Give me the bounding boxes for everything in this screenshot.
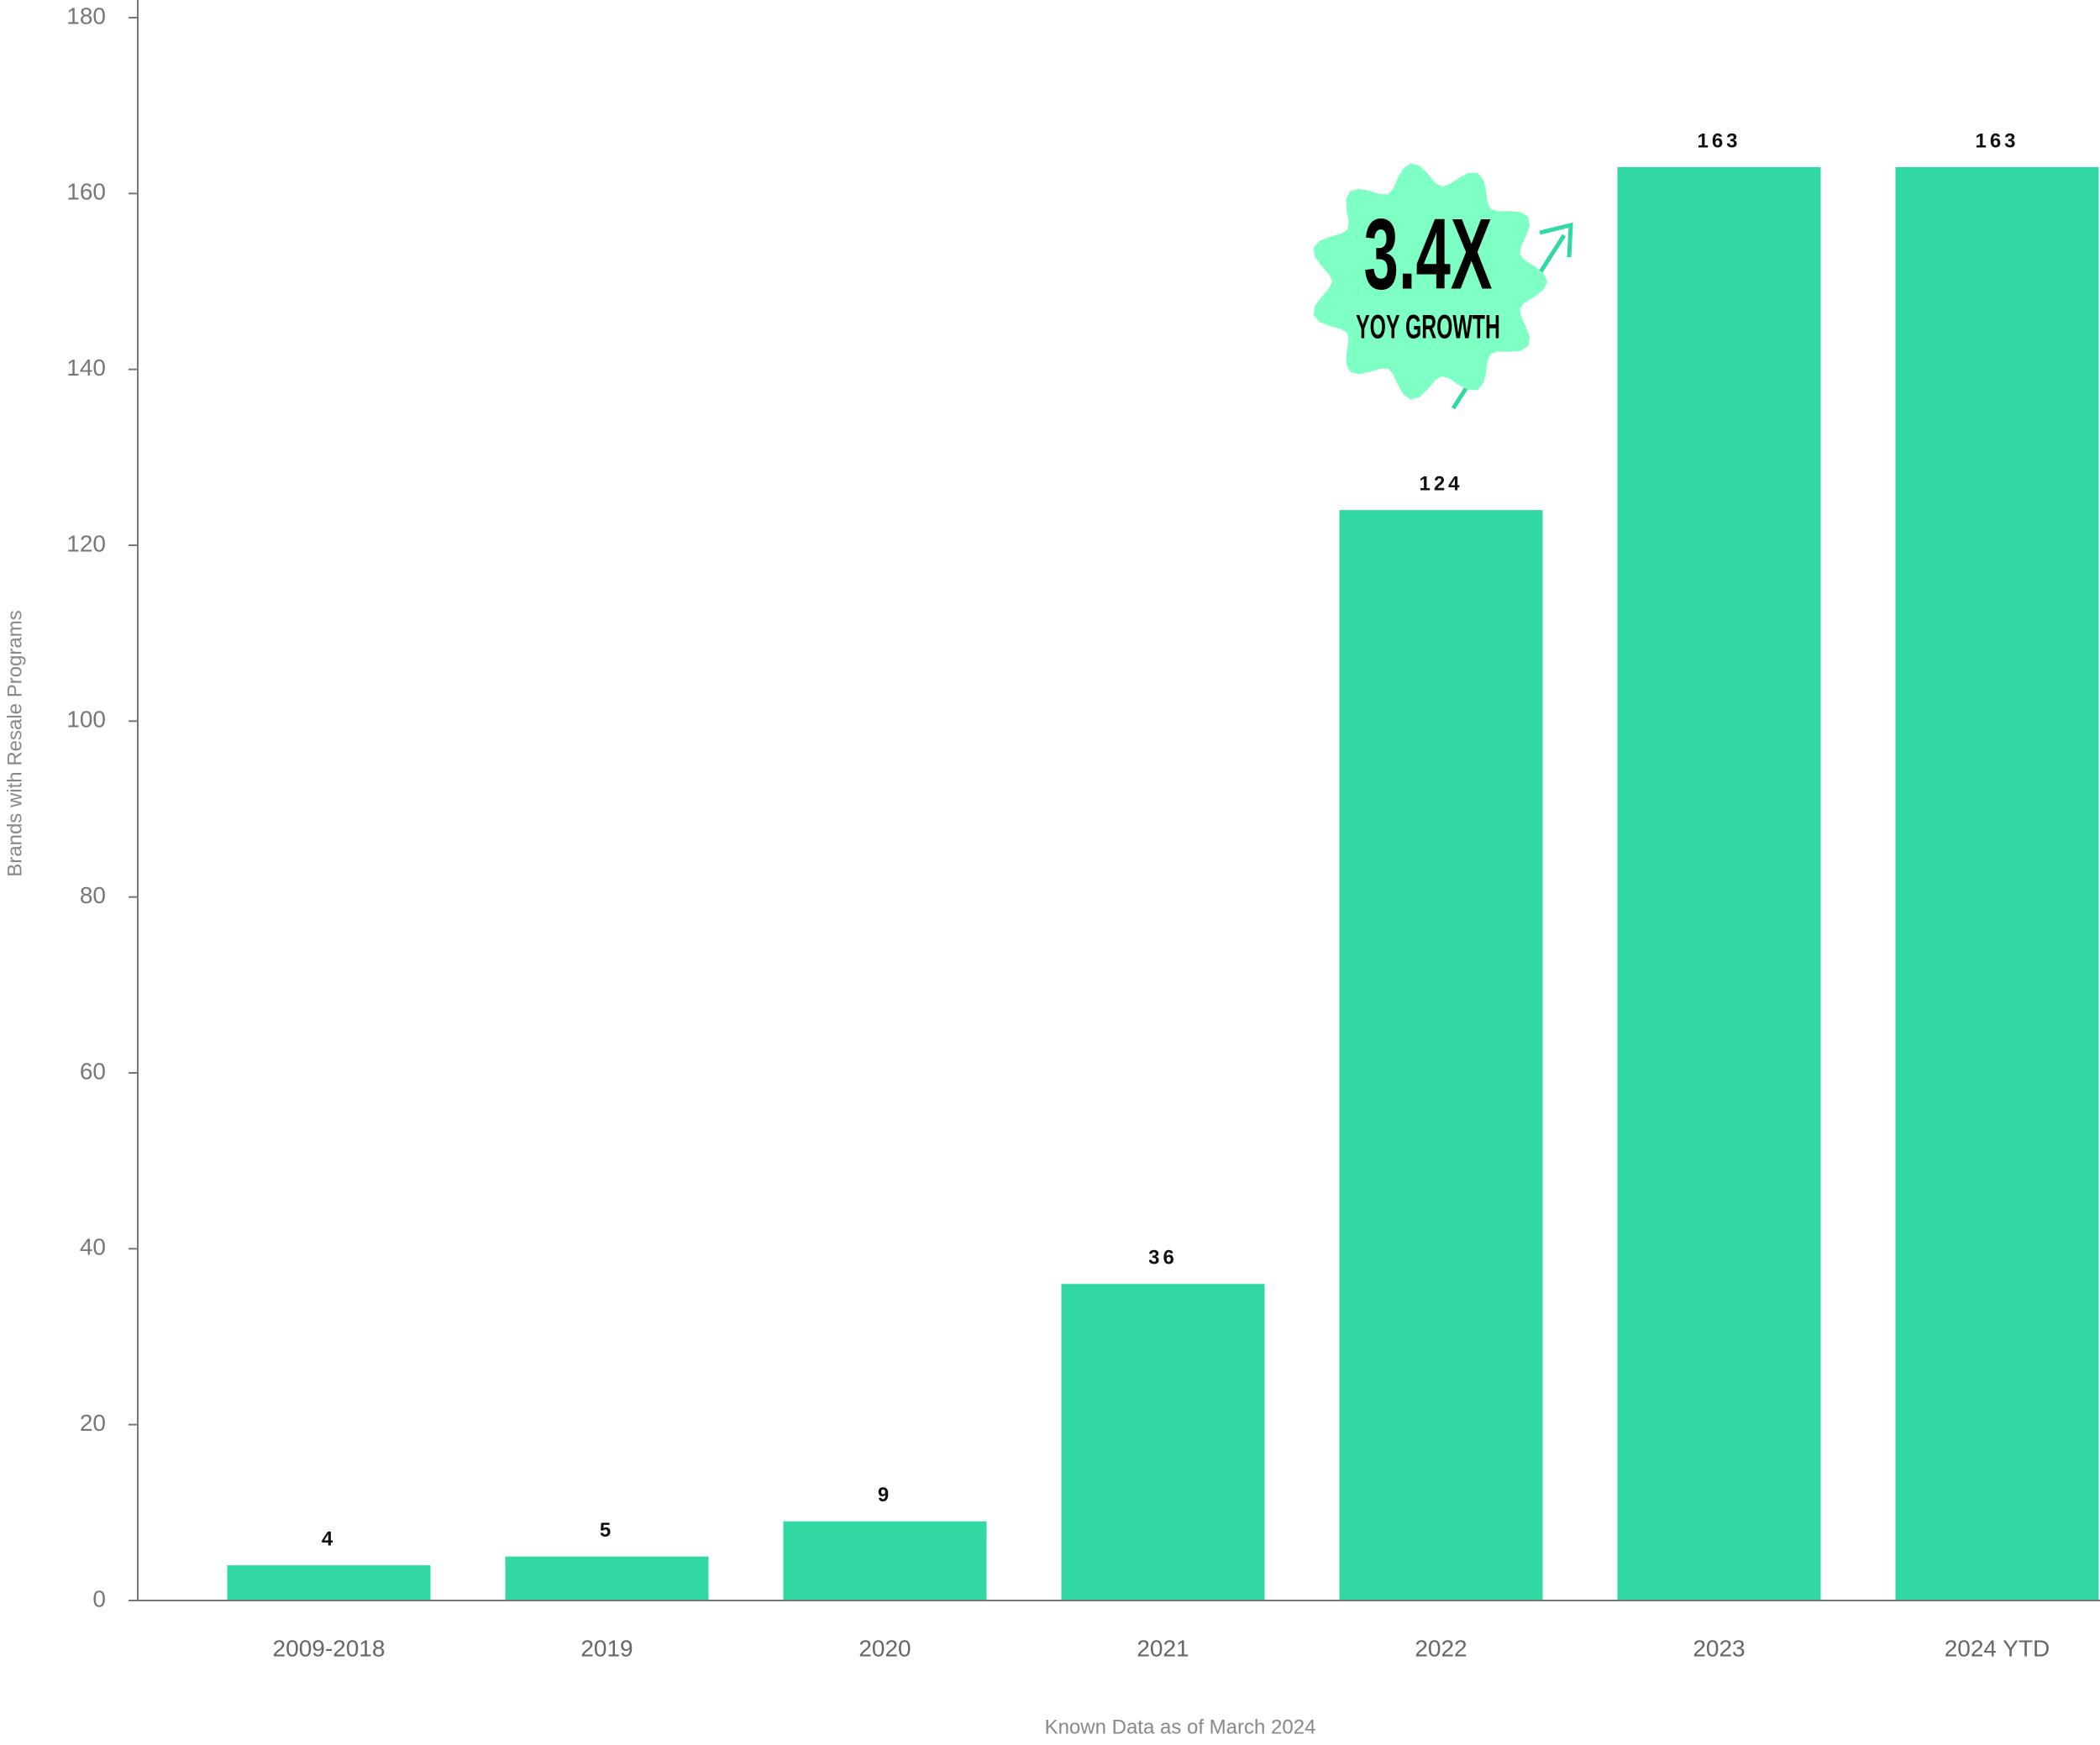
x-tick-label: 2019: [580, 1635, 633, 1661]
value-label: 124: [1419, 472, 1462, 495]
bar: [1061, 1284, 1265, 1600]
bar: [1339, 510, 1543, 1601]
y-tick-label: 140: [66, 355, 106, 381]
arrow-head: [1539, 222, 1573, 258]
y-tick-label: 160: [66, 179, 106, 205]
bar: [1617, 166, 1821, 1600]
y-tick-label: 180: [66, 3, 106, 29]
badge-text: YOY GROWTH: [1356, 309, 1500, 346]
y-tick-label: 80: [80, 882, 106, 908]
value-label: 163: [1697, 129, 1740, 152]
x-tick-label: 2021: [1137, 1635, 1189, 1661]
x-tick-label: 2009-2018: [273, 1635, 386, 1661]
y-tick-label: 60: [80, 1058, 106, 1084]
bar: [227, 1565, 431, 1600]
x-tick-label: 2022: [1415, 1635, 1467, 1661]
bar: [505, 1556, 709, 1600]
y-tick-label: 20: [80, 1410, 106, 1436]
value-label: 163: [1975, 129, 2019, 152]
x-tick-label: 2024 YTD: [1945, 1635, 2050, 1661]
y-axis-label: Brands with Resale Programs: [3, 610, 26, 876]
x-axis-label: Known Data as of March 2024: [1045, 1716, 1316, 1738]
value-label: 9: [878, 1484, 892, 1506]
starburst: [1313, 163, 1547, 400]
badge-headline: 3.4X: [1363, 199, 1492, 311]
y-tick-label: 0: [92, 1585, 106, 1611]
x-tick-label: 2020: [858, 1635, 911, 1661]
y-tick-label: 120: [66, 530, 106, 556]
value-label: 5: [600, 1519, 614, 1542]
y-tick-label: 40: [80, 1234, 106, 1260]
bar: [1895, 166, 2099, 1600]
value-label: 36: [1148, 1247, 1178, 1269]
value-label: 4: [322, 1527, 336, 1550]
bar: [783, 1521, 987, 1600]
x-tick-label: 2023: [1693, 1635, 1745, 1661]
y-tick-label: 100: [66, 707, 106, 733]
